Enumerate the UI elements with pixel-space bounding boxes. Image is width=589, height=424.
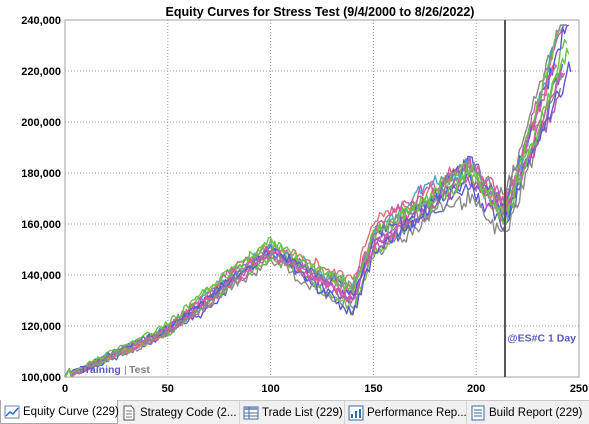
equity-curve-line	[64, 61, 572, 377]
x-tick-label: 100	[261, 383, 279, 395]
y-tick-label: 200,000	[21, 117, 61, 129]
tab-label: Trade List (229)	[262, 406, 343, 419]
y-tick-label: 120,000	[21, 321, 61, 333]
chart-title: Equity Curves for Stress Test (9/4/2000 …	[166, 5, 475, 19]
x-tick-label: 200	[467, 383, 485, 395]
tab-trade-list[interactable]: Trade List (229)	[240, 401, 345, 424]
symbol-annotation: @ES#C 1 Day	[507, 332, 576, 344]
y-tick-label: 240,000	[21, 15, 61, 27]
line-chart-icon	[4, 405, 20, 418]
x-tick-label: 0	[62, 383, 68, 395]
list-icon	[471, 405, 485, 420]
equity-curve-line	[64, 28, 562, 378]
tab-build-report[interactable]: Build Report (229)	[467, 401, 589, 424]
y-tick-label: 100,000	[21, 372, 61, 384]
y-tick-label: 220,000	[21, 66, 61, 78]
equity-chart: Equity Curves for Stress Test (9/4/2000 …	[21, 5, 588, 395]
training-label: Training	[80, 364, 121, 376]
tab-performance-report[interactable]: Performance Rep...	[345, 401, 467, 424]
tab-strategy-code[interactable]: Strategy Code (2...	[118, 401, 240, 424]
equity-curve-line	[64, 24, 570, 378]
equity-curve-line	[64, 24, 567, 378]
tab-label: Performance Rep...	[367, 406, 467, 419]
test-label: Test	[129, 364, 150, 376]
split-separator: |	[124, 364, 127, 376]
y-tick-label: 140,000	[21, 270, 61, 282]
bottom-tab-bar: Equity Curve (229) Strategy Code (2... T…	[0, 400, 589, 424]
x-tick-label: 250	[570, 383, 588, 395]
tab-equity-curve[interactable]: Equity Curve (229)	[0, 400, 119, 424]
tab-label: Equity Curve (229)	[23, 405, 119, 418]
equity-chart-svg: Equity Curves for Stress Test (9/4/2000 …	[21, 5, 588, 395]
report-icon	[348, 405, 364, 420]
x-tick-label: 50	[162, 383, 174, 395]
tab-label: Build Report (229)	[489, 406, 583, 419]
y-tick-label: 180,000	[21, 168, 61, 180]
document-icon	[123, 405, 135, 420]
x-tick-label: 150	[364, 383, 382, 395]
tab-label: Strategy Code (2...	[140, 406, 237, 419]
table-icon	[243, 406, 259, 419]
y-tick-label: 160,000	[21, 219, 61, 231]
